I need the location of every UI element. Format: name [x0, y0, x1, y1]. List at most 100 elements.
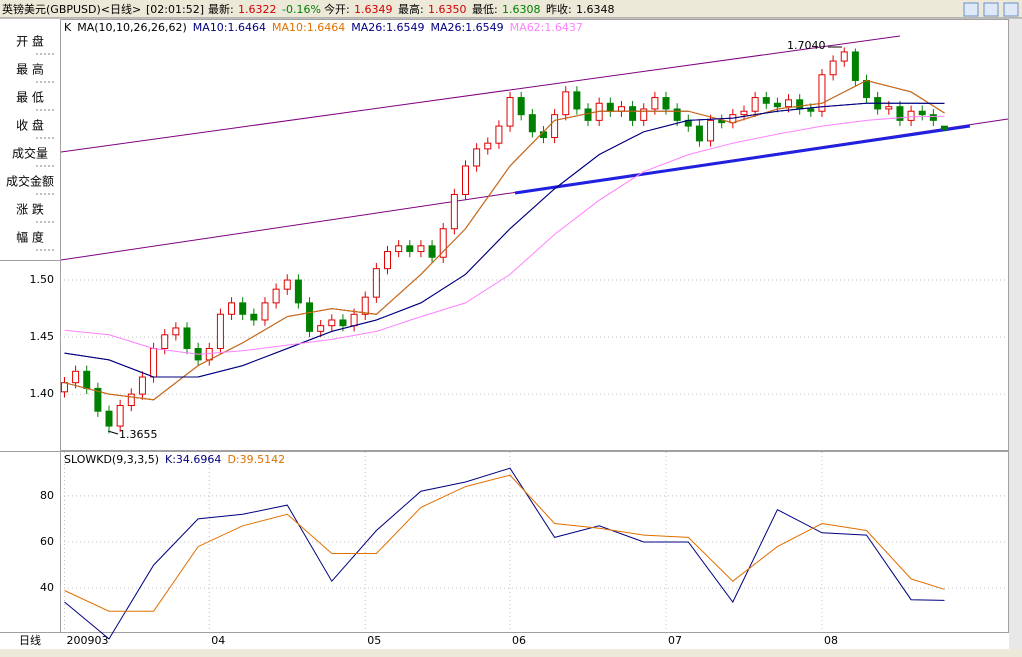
legend-entry: MA26:1.6549: [351, 21, 424, 34]
header-value: 1.6349: [354, 3, 393, 16]
right-strip: [1009, 19, 1022, 649]
candle-body: [239, 302, 247, 315]
y-tick-label: 1.45: [30, 330, 55, 343]
candle-body: [918, 110, 926, 116]
legend-entry: SLOWKD(9,3,3,5): [64, 453, 159, 466]
trend-line: [60, 35, 901, 153]
series-line: [64, 474, 945, 612]
candle-body: [740, 110, 748, 116]
candle-body: [150, 347, 158, 378]
candle-body: [584, 108, 592, 121]
candle-body: [573, 91, 581, 110]
legend-entry: MA10:1.6464: [272, 21, 345, 34]
candle-body: [161, 334, 169, 349]
candle-body: [261, 302, 269, 321]
candle-body: [762, 97, 770, 104]
header-label: 今开:: [324, 2, 350, 16]
legend-entry: MA62:1.6437: [510, 21, 583, 34]
candle-body: [495, 125, 503, 144]
legend-entry: K:34.6964: [165, 453, 221, 466]
x-tick-label: 05: [367, 634, 381, 647]
candle-body: [517, 97, 525, 116]
header-label: 最高:: [398, 2, 424, 16]
candle-body: [707, 119, 715, 142]
side-label: 最 低: [16, 91, 44, 105]
candle-body: [662, 97, 670, 110]
legend-entry: K: [64, 21, 72, 34]
candle-body: [807, 108, 815, 112]
header-value: 1.6348: [576, 3, 615, 16]
legend-entry: MA10:1.6464: [193, 21, 266, 34]
candle-body: [339, 319, 347, 327]
series-line: [64, 467, 945, 640]
candle-body: [863, 79, 871, 99]
candle-body: [640, 108, 648, 121]
candle-body: [83, 370, 91, 389]
legend-entry: MA(10,10,26,26,62): [77, 21, 187, 34]
side-label: 涨 跌: [16, 202, 44, 217]
annotation-pointer: [107, 430, 119, 435]
candle-body: [896, 106, 904, 121]
button-right[interactable]: [983, 2, 999, 17]
candle-body: [851, 51, 859, 81]
candle-body: [328, 319, 336, 327]
candle-body: [72, 370, 80, 384]
x-tick-label: 200903: [66, 634, 108, 647]
legend-entry: D:39.5142: [227, 453, 285, 466]
candle-body: [317, 325, 325, 332]
candle-body: [384, 251, 392, 270]
candle-body: [796, 99, 804, 110]
candle-body: [216, 313, 224, 349]
candle-body: [272, 288, 280, 304]
candle-body: [840, 51, 848, 62]
candle-body: [818, 74, 826, 112]
candle-body: [127, 393, 135, 407]
y-tick-label: 60: [40, 535, 54, 548]
candle-body: [551, 114, 559, 138]
side-label: 成交量: [12, 146, 48, 161]
button-close[interactable]: [1003, 2, 1019, 17]
candle-body: [183, 327, 191, 349]
window-buttons: [963, 2, 1019, 17]
button-left[interactable]: [963, 2, 979, 17]
candle-body: [283, 279, 291, 290]
candle-body: [907, 110, 915, 121]
candle-body: [406, 245, 414, 253]
status-bar: [0, 649, 1022, 657]
side-label: 成交金额: [6, 174, 54, 189]
candle-body: [417, 245, 425, 253]
x-tick-label: 04: [211, 634, 225, 647]
candle-body: [629, 106, 637, 121]
candle-body: [785, 99, 793, 108]
candle-body: [60, 382, 68, 393]
header-value: 1.6350: [428, 3, 467, 16]
candle-body: [562, 91, 570, 116]
period-label: 日线: [19, 633, 41, 647]
candle-body: [350, 313, 358, 327]
candle-body: [673, 108, 681, 121]
legend-entry: MA26:1.6549: [430, 21, 503, 34]
y-tick-label: 40: [40, 581, 54, 594]
header-bar: [0, 0, 1022, 18]
candle-body: [695, 125, 703, 142]
candle-body: [105, 410, 113, 427]
candle-body: [306, 302, 314, 332]
candle-body: [885, 106, 893, 110]
y-tick-label: 80: [40, 489, 54, 502]
candle-body: [528, 114, 536, 133]
kd-panel-frame: [60, 451, 1009, 633]
annotation: 1.3655: [119, 428, 158, 441]
candle-body: [929, 114, 937, 121]
header-label: 最新:: [208, 2, 234, 16]
header-value: 1.6308: [502, 3, 541, 16]
header-label: 昨收:: [546, 2, 572, 16]
side-label: 收 盘: [16, 118, 44, 133]
series-line: [64, 115, 945, 355]
header-title: 英镑美元(GBPUSD)<日线>: [2, 2, 141, 16]
candle-body: [94, 387, 102, 412]
series-line: [64, 102, 945, 378]
candle-body: [473, 148, 481, 167]
candle-body: [116, 405, 124, 427]
x-tick-label: 08: [824, 634, 838, 647]
